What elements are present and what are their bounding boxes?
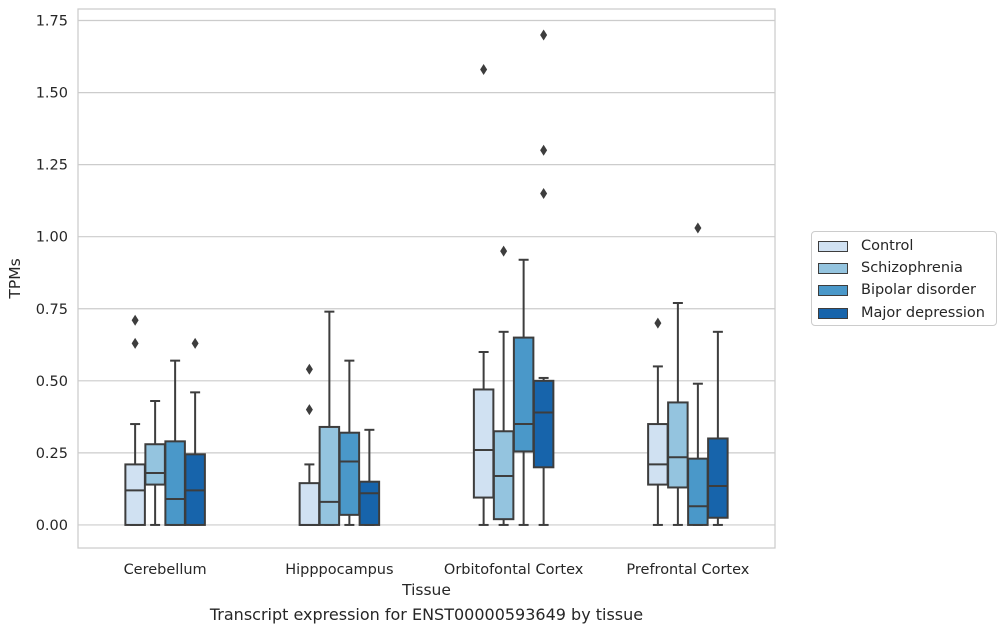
series-bipolar-disorder bbox=[164, 222, 709, 526]
outlier-point bbox=[500, 245, 508, 257]
box-plot-box bbox=[164, 359, 186, 526]
box-plot-box bbox=[667, 302, 689, 526]
box-plot-box bbox=[358, 428, 381, 526]
legend-item-major-depression: Major depression bbox=[818, 303, 985, 323]
box-series bbox=[124, 29, 729, 526]
box-plot-box bbox=[492, 245, 515, 526]
legend-label-control: Control bbox=[861, 238, 914, 254]
box-plot-box bbox=[338, 359, 361, 526]
box-plot-box bbox=[647, 317, 669, 526]
iqr-box bbox=[124, 463, 146, 526]
legend-swatch-schizophrenia bbox=[818, 262, 848, 274]
box-plot-box bbox=[124, 314, 146, 526]
outlier-point bbox=[131, 314, 139, 326]
y-tick-label: 0.75 bbox=[36, 302, 68, 318]
legend-label-bipolar-disorder: Bipolar disorder bbox=[861, 282, 976, 298]
iqr-box bbox=[647, 423, 669, 486]
x-axis-label: Tissue bbox=[401, 581, 451, 599]
series-control bbox=[124, 64, 669, 526]
x-tick-labels: Cerebellum Hipppocampus Orbitofontal Corte… bbox=[124, 562, 750, 578]
outlier-point bbox=[540, 187, 548, 199]
outlier-point bbox=[191, 337, 199, 349]
iqr-box bbox=[512, 336, 535, 453]
legend-item-bipolar-disorder: Bipolar disorder bbox=[818, 280, 976, 300]
outlier-point bbox=[540, 29, 548, 41]
iqr-box bbox=[164, 440, 186, 526]
box-plot-box bbox=[144, 400, 166, 526]
y-tick-label: 0.50 bbox=[36, 374, 68, 390]
iqr-box bbox=[358, 480, 381, 526]
y-tick-label: 1.50 bbox=[36, 86, 68, 102]
outlier-point bbox=[305, 363, 313, 375]
legend-swatch-major-depression bbox=[818, 307, 848, 319]
legend: Control Schizophrenia Bipolar disorder M… bbox=[811, 231, 997, 326]
box-plot-box bbox=[512, 258, 535, 526]
series-major-depression bbox=[184, 29, 729, 526]
y-tick-labels: 0.00 0.25 0.50 0.75 1.00 1.25 1.50 1.75 bbox=[36, 14, 68, 534]
figure-caption: Transcript expression for ENST0000059364… bbox=[209, 605, 644, 624]
legend-label-schizophrenia: Schizophrenia bbox=[861, 260, 963, 276]
x-tick-label: Cerebellum bbox=[124, 562, 207, 578]
y-tick-label: 0.25 bbox=[36, 446, 68, 462]
x-tick-label: Prefrontal Cortex bbox=[626, 562, 749, 578]
plot-area-frame bbox=[77, 8, 776, 549]
y-tick-label: 0.00 bbox=[36, 518, 68, 534]
outlier-point bbox=[654, 317, 662, 329]
iqr-box bbox=[318, 425, 341, 526]
x-tick-label: Orbitofontal Cortex bbox=[444, 562, 584, 578]
legend-item-schizophrenia: Schizophrenia bbox=[818, 258, 963, 278]
iqr-box bbox=[338, 431, 361, 516]
y-tick-label: 1.00 bbox=[36, 230, 68, 246]
x-tick-label: Hipppocampus bbox=[285, 562, 393, 578]
iqr-box bbox=[687, 457, 709, 526]
y-tick-label: 1.25 bbox=[36, 158, 68, 174]
box-plot-box bbox=[687, 222, 709, 526]
iqr-box bbox=[667, 401, 689, 489]
legend-swatch-control bbox=[818, 240, 848, 252]
outlier-point bbox=[480, 64, 488, 76]
outlier-point bbox=[305, 404, 313, 416]
iqr-box bbox=[144, 443, 166, 486]
box-plot-box bbox=[707, 330, 729, 526]
outlier-point bbox=[540, 144, 548, 156]
legend-label-major-depression: Major depression bbox=[861, 305, 985, 321]
iqr-box bbox=[298, 482, 321, 526]
y-axis-label: TPMs bbox=[6, 258, 24, 299]
outlier-point bbox=[131, 337, 139, 349]
box-plot-box bbox=[184, 337, 206, 526]
box-plot-box bbox=[298, 363, 321, 526]
iqr-box bbox=[472, 388, 495, 499]
box-plot-box bbox=[318, 310, 341, 526]
legend-item-control: Control bbox=[818, 236, 913, 256]
series-schizophrenia bbox=[144, 245, 689, 526]
iqr-box bbox=[707, 437, 729, 519]
outlier-point bbox=[694, 222, 702, 234]
iqr-box bbox=[532, 379, 555, 469]
legend-swatch-bipolar-disorder bbox=[818, 284, 848, 296]
box-plot-box bbox=[532, 29, 555, 526]
y-tick-label: 1.75 bbox=[36, 14, 68, 30]
box-plot-box bbox=[472, 64, 495, 526]
